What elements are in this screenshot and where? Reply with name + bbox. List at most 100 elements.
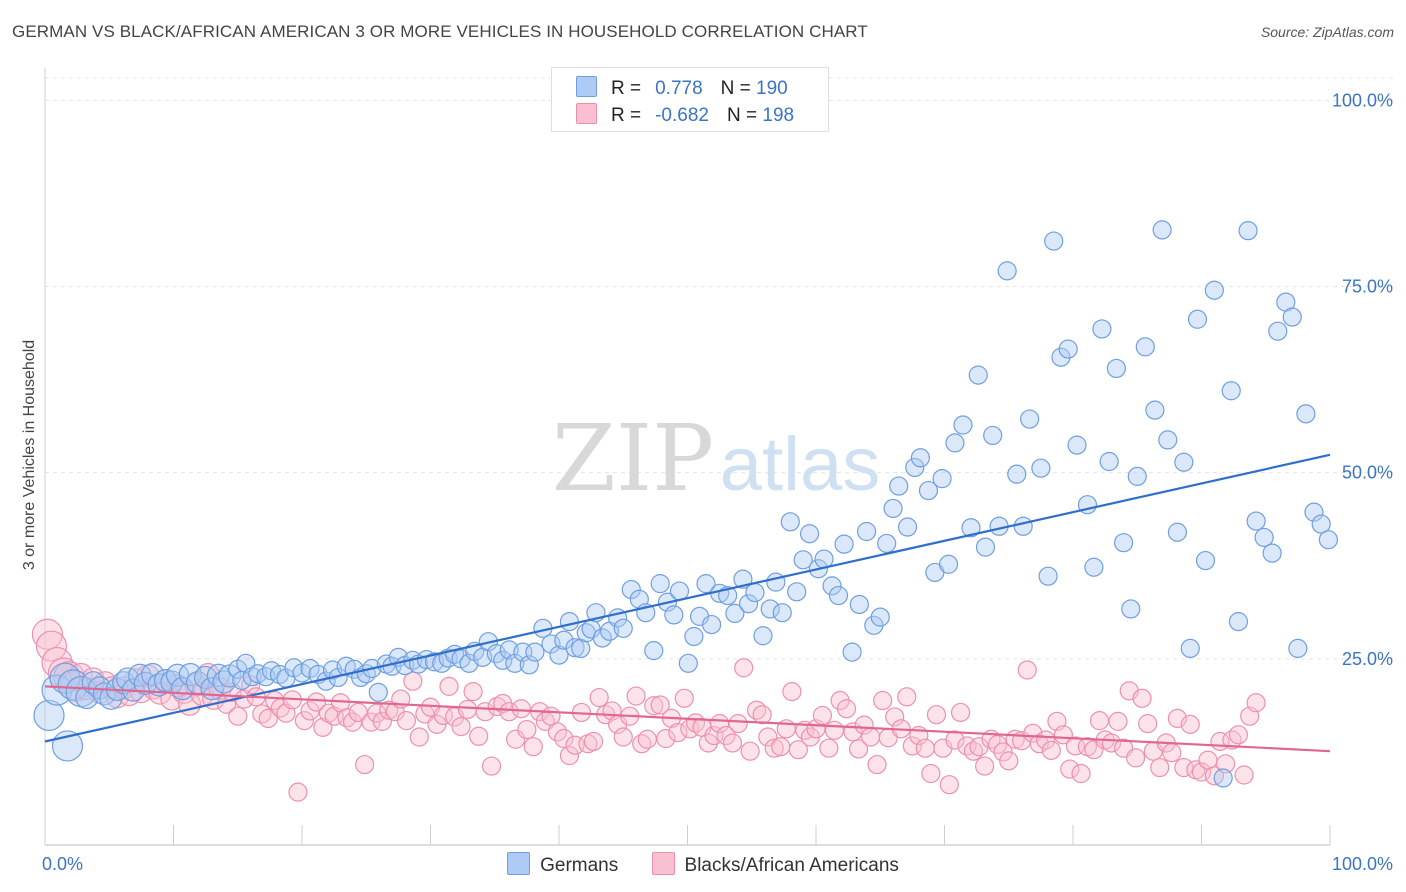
legend-label-germans: Germans [540,855,619,876]
legend-swatch-germans [507,852,531,875]
point-germans [1113,533,1134,553]
point-germans [1296,404,1316,424]
point-germans [945,433,965,453]
point-germans [1213,768,1233,788]
point-blacks [819,738,839,758]
point-germans [75,685,99,710]
y-tick-label: 100.0% [1332,90,1393,110]
point-blacks [1228,725,1249,745]
legend-r-value: 0.778 [655,78,703,99]
point-germans [877,533,897,554]
point-blacks [644,696,664,716]
legend-n-value: 190 [756,78,788,99]
legend-swatch-germans [576,76,597,97]
point-blacks [969,737,989,757]
point-blacks [674,688,694,708]
point-blacks [294,711,315,731]
point-blacks [885,707,905,727]
watermark: ZIP atlas [552,405,880,512]
point-blacks [481,756,502,776]
point-blacks [228,706,248,726]
point-blacks [1071,763,1091,784]
point-blacks [1089,711,1110,731]
point-blacks [788,740,808,760]
point-germans [678,653,698,673]
point-blacks [1132,688,1152,708]
legend-item-blacks[interactable]: Blacks/African Americans [651,852,899,877]
point-germans [644,641,664,661]
point-germans [828,585,849,606]
point-blacks [771,737,791,757]
point-blacks [463,681,483,702]
point-blacks [396,711,417,731]
point-blacks [288,782,308,802]
point-blacks [1215,754,1236,774]
point-germans [1282,307,1302,327]
point-blacks [511,699,531,719]
point-germans [1238,221,1258,241]
trend-line-germans [44,453,1331,743]
point-germans [1051,347,1071,367]
trend-line-blacks [44,685,1331,753]
point-blacks [861,727,881,747]
point-blacks [758,727,778,747]
point-germans [1044,231,1064,251]
point-germans [1145,400,1165,420]
legend-swatch-blacks [651,852,675,875]
point-germans [1158,430,1178,450]
point-germans [519,655,539,675]
point-germans [745,582,765,603]
point-blacks [499,702,519,722]
point-germans [669,581,690,601]
y-tick-label: 50.0% [1342,463,1393,483]
legend-item-germans[interactable]: Germans [507,852,618,877]
point-blacks [867,754,887,775]
point-germans [918,480,939,501]
point-germans [1167,522,1188,542]
point-blacks [306,692,327,712]
point-blacks [650,695,670,715]
source-label: Source: ZipAtlas.com [1260,24,1394,40]
point-germans [554,630,574,650]
point-blacks [241,675,261,695]
y-tick-label: 75.0% [1342,277,1393,297]
point-germans [932,469,952,489]
point-blacks [613,727,633,747]
point-blacks [734,658,754,678]
point-germans [1268,321,1288,341]
point-germans [905,457,925,478]
point-blacks [915,738,935,758]
point-germans [822,576,842,596]
point-germans [1152,220,1172,240]
correlation-legend: R = 0.778 N = 190 R = -0.682 N = 198 [551,67,829,132]
y-tick-label: 25.0% [1342,649,1393,669]
point-germans [549,645,569,665]
point-blacks [752,705,772,725]
point-germans [368,682,388,702]
legend-r-value: -0.682 [655,105,709,126]
point-blacks [469,726,489,746]
point-germans [592,628,612,648]
point-blacks [409,727,429,747]
point-germans [1288,638,1308,659]
point-blacks [475,702,495,722]
point-germans [1174,452,1194,472]
point-germans [910,448,931,468]
point-germans [780,512,800,532]
point-germans [1304,502,1324,522]
point-germans [953,415,973,435]
point-germans [1020,409,1040,429]
point-germans [799,524,820,544]
point-blacks [69,662,93,687]
point-blacks [372,711,392,731]
point-germans [165,663,190,687]
point-blacks [656,728,676,749]
point-blacks [1180,714,1200,734]
point-germans [1254,527,1274,548]
point-blacks [35,630,68,662]
point-blacks [355,754,375,775]
point-blacks [1126,748,1146,768]
point-blacks [950,702,971,723]
point-germans [897,517,918,537]
point-germans [1058,339,1078,359]
